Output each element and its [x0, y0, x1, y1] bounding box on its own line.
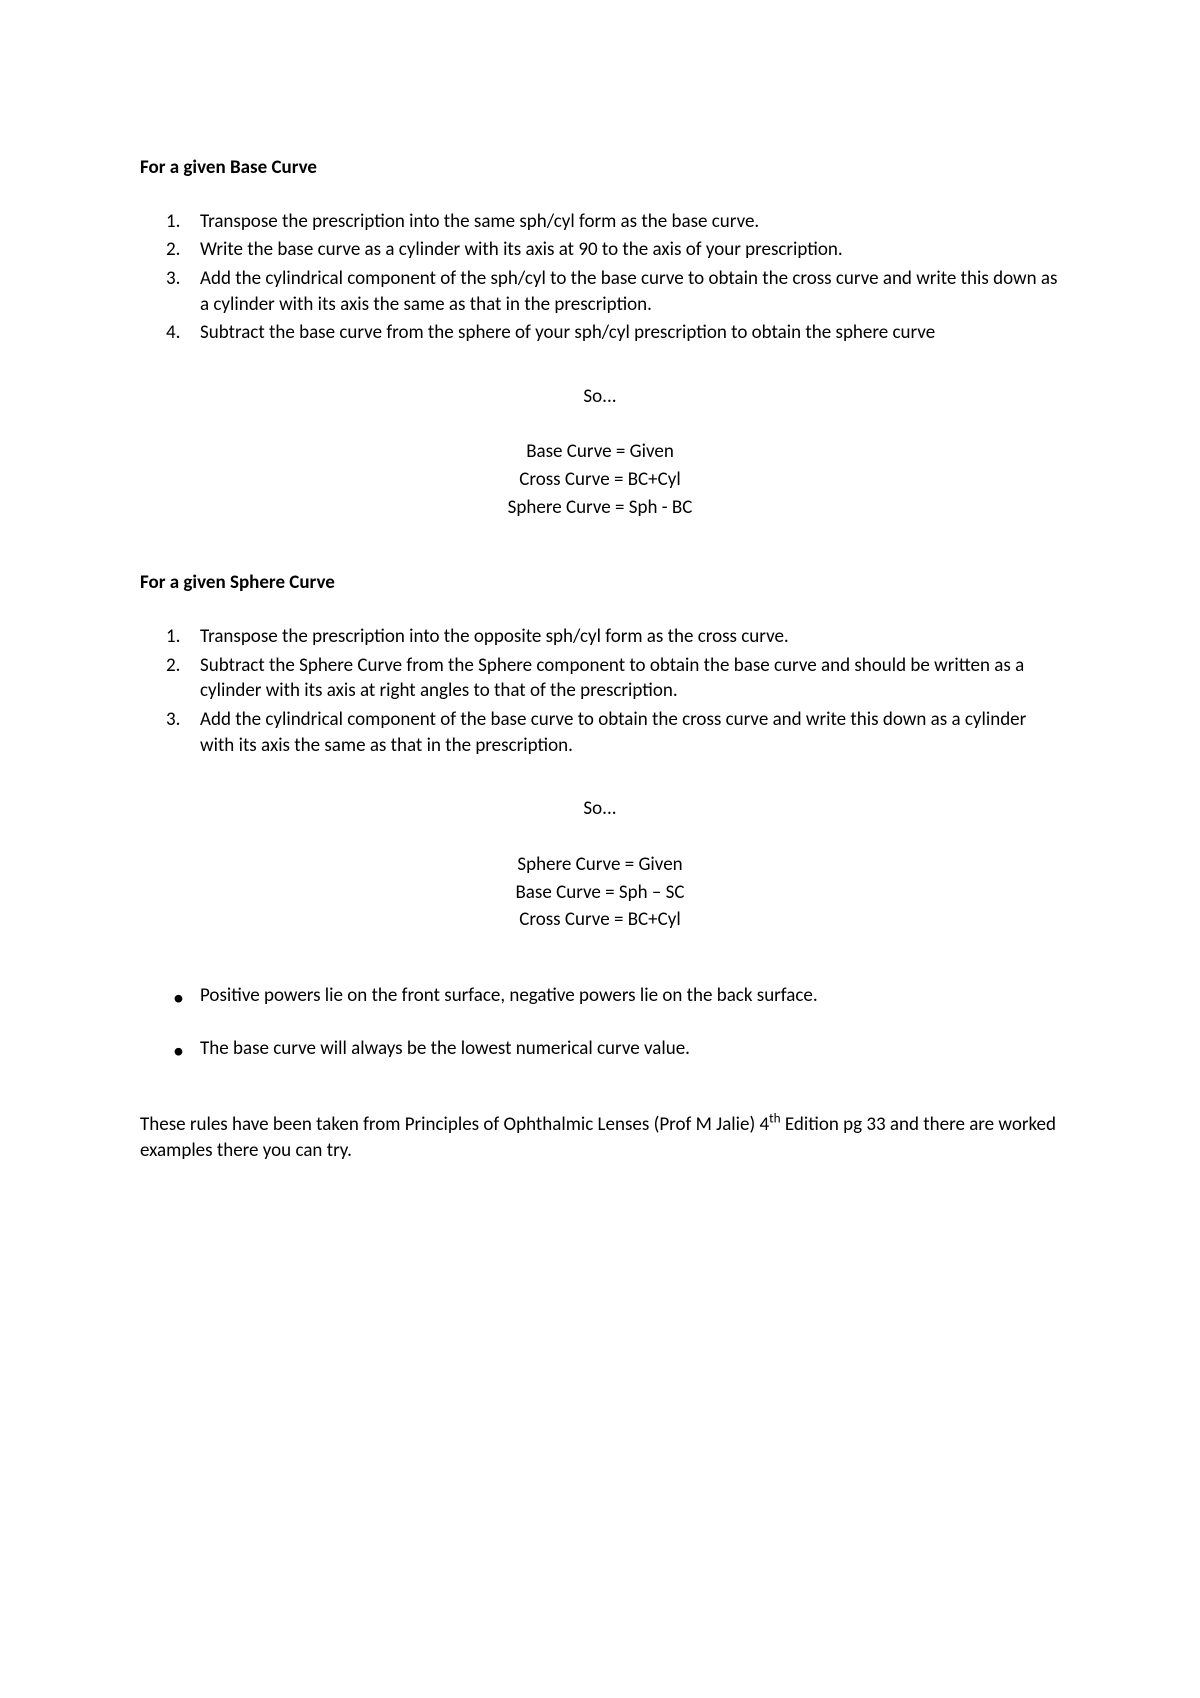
note-text: Positive powers lie on the front surface…: [200, 984, 818, 1007]
formula-block-base-curve: So... Base Curve = Given Cross Curve = B…: [140, 384, 1060, 521]
list-number: 1.: [166, 624, 180, 650]
list-item: 4.Subtract the base curve from the spher…: [178, 320, 1060, 346]
list-item: Positive powers lie on the front surface…: [178, 983, 1060, 1009]
reference-superscript: th: [769, 1110, 780, 1127]
step-text: Write the base curve as a cylinder with …: [200, 238, 843, 261]
formula-line: Cross Curve = BC+Cyl: [140, 907, 1060, 933]
heading-sphere-curve: For a given Sphere Curve: [140, 570, 1060, 596]
list-number: 2.: [166, 237, 180, 263]
reference-prefix: These rules have been taken from Princip…: [140, 1113, 769, 1136]
list-number: 3.: [166, 707, 180, 733]
steps-list-sphere-curve: 1. Transpose the prescription into the op…: [140, 624, 1060, 758]
list-item: 1.Transpose the prescription into the sa…: [178, 209, 1060, 235]
list-item: 1.Transpose the prescription into the op…: [178, 624, 1060, 650]
list-number: 2.: [166, 653, 180, 679]
formula-block-sphere-curve: So... Sphere Curve = Given Base Curve = …: [140, 796, 1060, 933]
list-number: 1.: [166, 209, 180, 235]
list-item: 3.Add the cylindrical component of the b…: [178, 707, 1060, 758]
step-text: Transpose the prescription into the oppo…: [200, 625, 789, 648]
list-item: The base curve will always be the lowest…: [178, 1036, 1060, 1062]
formula-line: Base Curve = Given: [140, 439, 1060, 465]
note-text: The base curve will always be the lowest…: [200, 1037, 690, 1060]
so-label: So...: [140, 796, 1060, 822]
formula-line: Sphere Curve = Given: [140, 852, 1060, 878]
steps-list-base-curve: 1. Transpose the prescription into the sa…: [140, 209, 1060, 346]
list-number: 3.: [166, 266, 180, 292]
list-number: 4.: [166, 320, 180, 346]
reference-text: These rules have been taken from Princip…: [140, 1112, 1060, 1163]
list-item: 2.Subtract the Sphere Curve from the Sph…: [178, 653, 1060, 704]
step-text: Subtract the Sphere Curve from the Spher…: [200, 654, 1024, 703]
step-text: Add the cylindrical component of the bas…: [200, 708, 1026, 757]
formula-line: Sphere Curve = Sph - BC: [140, 495, 1060, 521]
list-item: 3.Add the cylindrical component of the s…: [178, 266, 1060, 317]
section-base-curve: For a given Base Curve 1. Transpose the p…: [140, 155, 1060, 520]
heading-base-curve: For a given Base Curve: [140, 155, 1060, 181]
step-text: Subtract the base curve from the sphere …: [200, 321, 935, 344]
formula-line: Cross Curve = BC+Cyl: [140, 467, 1060, 493]
list-item: 2.Write the base curve as a cylinder wit…: [178, 237, 1060, 263]
formula-line: Base Curve = Sph – SC: [140, 880, 1060, 906]
step-text: Add the cylindrical component of the sph…: [200, 267, 1057, 316]
notes-list: Positive powers lie on the front surface…: [140, 983, 1060, 1062]
section-sphere-curve: For a given Sphere Curve 1. Transpose the…: [140, 570, 1060, 932]
so-label: So...: [140, 384, 1060, 410]
step-text: Transpose the prescription into the same…: [200, 210, 759, 233]
